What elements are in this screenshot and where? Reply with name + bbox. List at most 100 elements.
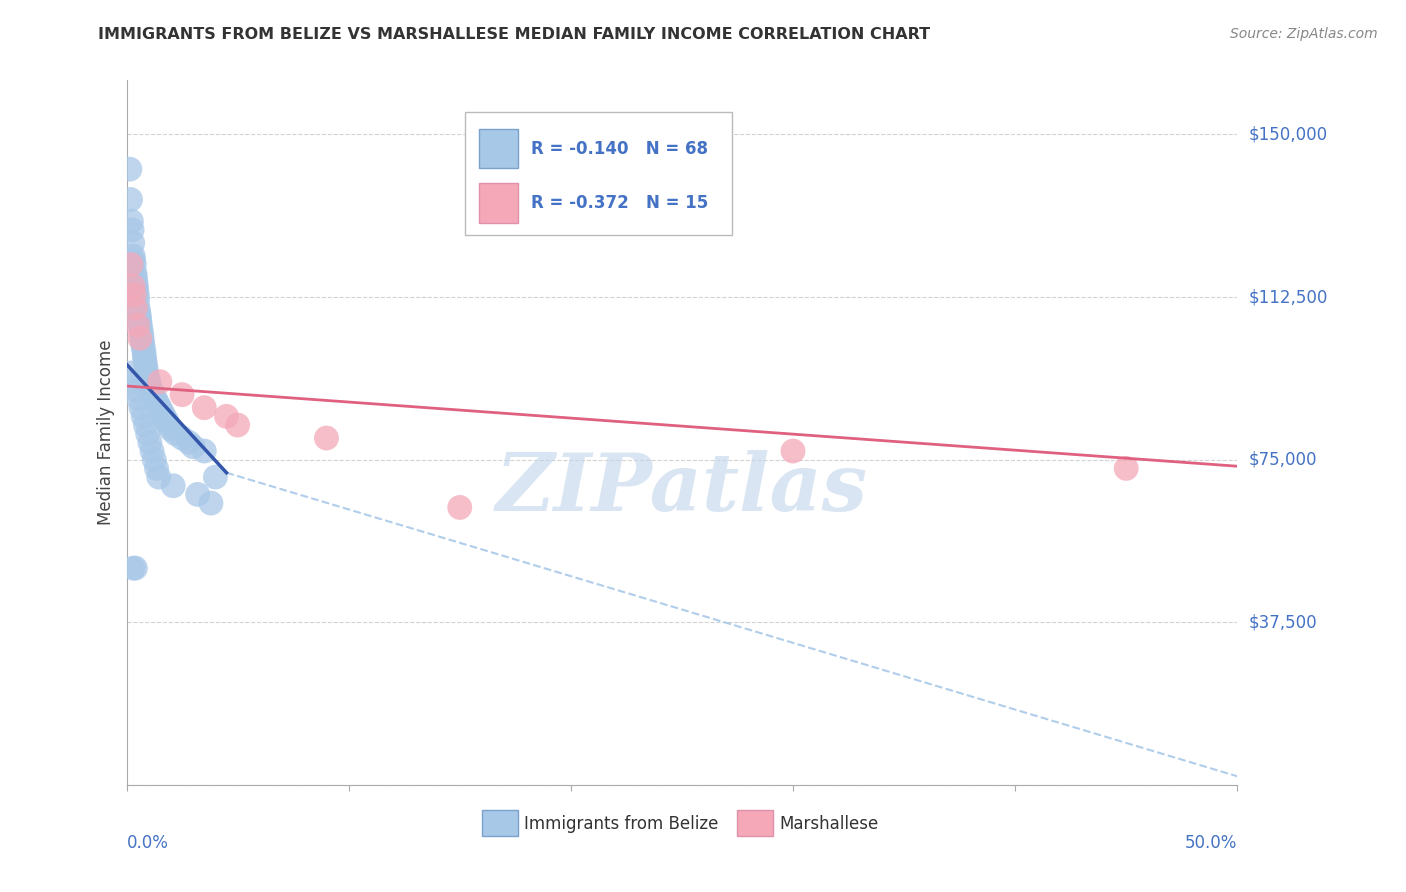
Point	[120, 258, 142, 272]
Point	[124, 561, 146, 575]
Point	[125, 284, 148, 298]
Point	[120, 214, 142, 228]
Point	[132, 340, 155, 354]
Point	[134, 357, 156, 371]
FancyBboxPatch shape	[465, 112, 733, 235]
Text: $75,000: $75,000	[1249, 450, 1317, 468]
Point	[122, 375, 145, 389]
Point	[131, 331, 153, 345]
Point	[124, 270, 146, 285]
Point	[141, 444, 163, 458]
Point	[124, 288, 146, 302]
FancyBboxPatch shape	[478, 183, 517, 223]
Point	[127, 318, 149, 333]
Point	[124, 301, 146, 315]
Point	[136, 426, 159, 441]
Point	[1115, 461, 1137, 475]
Point	[177, 435, 200, 450]
Point	[122, 561, 145, 575]
Point	[129, 401, 152, 415]
Point	[121, 235, 143, 250]
Point	[172, 431, 194, 445]
Text: ZIPatlas: ZIPatlas	[496, 450, 868, 528]
Point	[135, 361, 157, 376]
Point	[200, 496, 222, 510]
Point	[120, 366, 142, 380]
Point	[193, 444, 215, 458]
Point	[143, 452, 166, 467]
Point	[127, 293, 149, 307]
Point	[128, 331, 150, 345]
Text: $112,500: $112,500	[1249, 288, 1327, 306]
Point	[315, 431, 337, 445]
Point	[128, 305, 150, 319]
Point	[149, 401, 172, 415]
Text: Immigrants from Belize: Immigrants from Belize	[524, 814, 718, 833]
Point	[139, 435, 162, 450]
Point	[135, 366, 157, 380]
Point	[122, 279, 145, 293]
Point	[128, 310, 150, 324]
Point	[129, 318, 152, 333]
Point	[187, 487, 209, 501]
Point	[125, 279, 148, 293]
FancyBboxPatch shape	[482, 810, 517, 837]
Point	[136, 370, 159, 384]
Point	[134, 417, 156, 432]
Point	[193, 401, 215, 415]
Text: R = -0.140   N = 68: R = -0.140 N = 68	[531, 140, 707, 158]
Text: Marshallese: Marshallese	[780, 814, 879, 833]
Point	[139, 379, 162, 393]
Text: 50.0%: 50.0%	[1185, 834, 1237, 852]
Point	[132, 409, 155, 424]
Point	[118, 162, 141, 177]
Point	[122, 253, 145, 268]
Y-axis label: Median Family Income: Median Family Income	[97, 340, 115, 525]
Point	[131, 326, 153, 341]
Point	[128, 314, 150, 328]
Point	[215, 409, 238, 424]
Point	[148, 470, 170, 484]
Text: $37,500: $37,500	[1249, 614, 1317, 632]
Point	[155, 414, 177, 428]
Point	[120, 193, 142, 207]
Point	[124, 266, 146, 280]
FancyBboxPatch shape	[478, 129, 517, 169]
Point	[122, 249, 145, 263]
Point	[146, 396, 169, 410]
Point	[129, 323, 152, 337]
Point	[782, 444, 804, 458]
Text: 0.0%: 0.0%	[127, 834, 169, 852]
Point	[204, 470, 226, 484]
Point	[160, 422, 183, 436]
Point	[134, 349, 156, 363]
Point	[142, 387, 165, 401]
Point	[145, 461, 167, 475]
Text: Source: ZipAtlas.com: Source: ZipAtlas.com	[1230, 27, 1378, 41]
Text: R = -0.372   N = 15: R = -0.372 N = 15	[531, 194, 709, 212]
Point	[165, 426, 187, 441]
Point	[172, 387, 194, 401]
Point	[157, 417, 180, 432]
Point	[125, 384, 148, 398]
Point	[145, 392, 167, 406]
Point	[124, 258, 146, 272]
Point	[127, 301, 149, 315]
Point	[226, 417, 249, 432]
Point	[149, 375, 172, 389]
Point	[153, 409, 176, 424]
Point	[132, 344, 155, 359]
Point	[150, 405, 173, 419]
Point	[162, 479, 184, 493]
Point	[181, 440, 204, 454]
Point	[139, 384, 162, 398]
Point	[131, 335, 153, 350]
Point	[125, 275, 148, 289]
Text: IMMIGRANTS FROM BELIZE VS MARSHALLESE MEDIAN FAMILY INCOME CORRELATION CHART: IMMIGRANTS FROM BELIZE VS MARSHALLESE ME…	[98, 27, 931, 42]
Point	[449, 500, 471, 515]
Text: $150,000: $150,000	[1249, 126, 1327, 144]
Point	[127, 288, 149, 302]
Point	[134, 353, 156, 368]
Point	[138, 375, 160, 389]
Point	[128, 392, 150, 406]
